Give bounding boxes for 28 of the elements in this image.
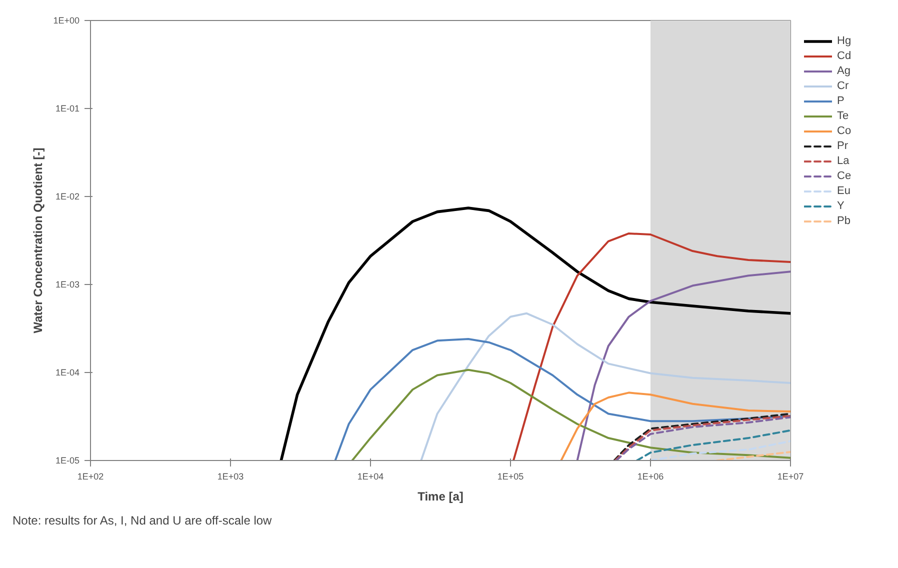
- legend-label: P: [837, 94, 846, 108]
- x-tick-label: 1E+02: [77, 472, 104, 482]
- legend-label: Ce: [837, 169, 852, 183]
- x-tick-label: 1E+04: [357, 472, 384, 482]
- legend-label: Y: [837, 199, 846, 213]
- legend-label: Co: [837, 124, 852, 138]
- legend-label: Pr: [837, 139, 849, 153]
- legend-label: Te: [837, 109, 850, 123]
- y-tick-label: 1E-05: [55, 456, 80, 466]
- legend-label: Pb: [837, 214, 852, 228]
- x-tick-label: 1E+07: [777, 472, 804, 482]
- legend-label: Cd: [837, 49, 852, 63]
- legend-label: Ag: [837, 64, 852, 78]
- legend-label: Cr: [837, 79, 850, 93]
- text: Note: results for As, I, Nd and U are off-scale low: [12, 514, 272, 528]
- y-tick-label: 1E-01: [55, 104, 80, 114]
- legend-label: La: [837, 154, 850, 168]
- x-tick-label: 1E+05: [497, 472, 524, 482]
- x-tick-label: 1E+06: [637, 472, 664, 482]
- x-tick-label: 1E+03: [217, 472, 244, 482]
- y-axis-title: Water Concentration Quotient [-]: [31, 148, 46, 334]
- legend-label: Hg: [837, 34, 852, 48]
- y-tick-label: 1E-04: [55, 368, 80, 378]
- y-tick-label: 1E-03: [55, 280, 80, 290]
- legend-label: Eu: [837, 184, 852, 198]
- y-tick-label: 1E+00: [53, 16, 80, 26]
- y-tick-label: 1E-02: [55, 192, 80, 202]
- x-axis-title: Time [a]: [418, 490, 464, 504]
